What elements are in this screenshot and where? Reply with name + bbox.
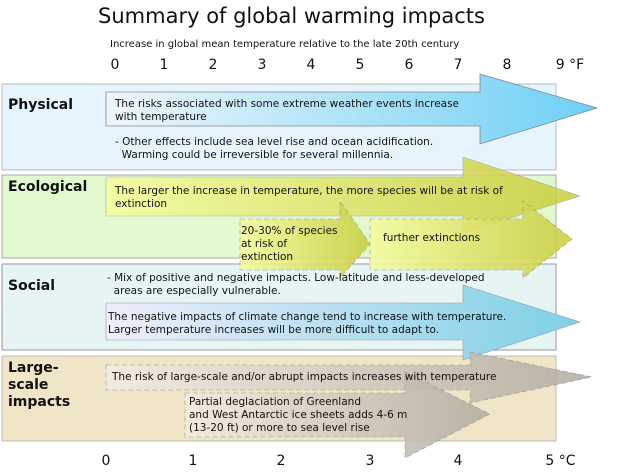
physical-arrow-text: The risks associated with some extreme w… [115, 98, 460, 123]
tick-f: 3 [257, 57, 267, 73]
further-extinctions-text: further extinctions [383, 232, 481, 244]
tick-f: 2 [208, 57, 218, 73]
category-large-scale: Large- scale impacts [8, 360, 71, 410]
tick-f: 0 [110, 57, 120, 73]
arrow-further-extinctions [369, 200, 573, 279]
tick-c: 0 [101, 453, 111, 469]
tick-f: 6 [404, 57, 414, 73]
arrow-species-risk [239, 200, 371, 279]
tick-c: 2 [276, 453, 286, 469]
tick-f: 9 °F [555, 57, 585, 73]
tick-f: 7 [453, 57, 463, 73]
arrow-deglaciation [184, 371, 491, 459]
tick-f: 1 [159, 57, 169, 73]
tick-c: 1 [188, 453, 198, 469]
diagram-subtitle: Increase in global mean temperature rela… [110, 39, 460, 50]
tick-c: 4 [453, 453, 463, 469]
arrow-social [105, 284, 581, 361]
category-ecological: Ecological [8, 179, 88, 195]
social-note: - Mix of positive and negative impacts. … [107, 272, 485, 297]
deglaciation-text: Partial deglaciation of Greenland and We… [189, 396, 408, 434]
tick-c: 5 °C [545, 453, 576, 469]
tick-f: 5 [355, 57, 365, 73]
arrow-large-scale [105, 351, 593, 404]
tick-c: 3 [365, 453, 375, 469]
social-arrow-text: The negative impacts of climate change t… [108, 311, 507, 336]
species-risk-text: 20-30% of species at risk of extinction [241, 225, 338, 263]
large-scale-arrow-text: The risk of large-scale and/or abrupt im… [112, 371, 497, 383]
category-physical: Physical [8, 97, 74, 113]
diagram-title: Summary of global warming impacts [98, 4, 485, 28]
arrow-ecological [105, 156, 581, 234]
ecological-arrow-text: The larger the increase in temperature, … [115, 185, 503, 210]
physical-note: - Other effects include sea level rise a… [115, 136, 434, 161]
tick-f: 4 [306, 57, 316, 73]
category-social: Social [8, 278, 56, 294]
tick-f: 8 [502, 57, 512, 73]
arrow-physical [105, 73, 599, 145]
